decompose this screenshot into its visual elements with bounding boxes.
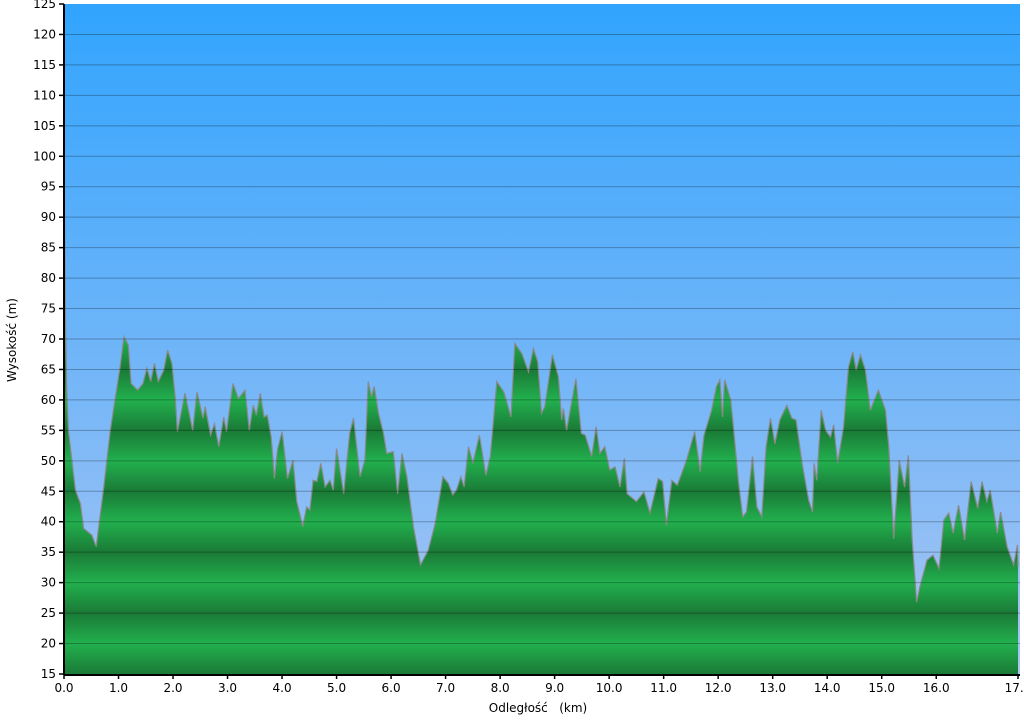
x-tick-label: 1.0 xyxy=(109,681,128,695)
y-tick-label: 120 xyxy=(33,27,56,41)
y-tick-label: 110 xyxy=(33,88,56,102)
x-tick-label: 3.0 xyxy=(218,681,237,695)
x-tick-label: 5.0 xyxy=(327,681,346,695)
x-tick-label: 6.0 xyxy=(382,681,401,695)
x-tick-label: 14.0 xyxy=(814,681,841,695)
x-axis-title: Odległość (km) xyxy=(489,701,587,715)
elevation-area xyxy=(64,58,1018,675)
x-tick-label: 13.0 xyxy=(759,681,786,695)
y-tick-label: 60 xyxy=(41,393,56,407)
y-tick-label: 90 xyxy=(41,210,56,224)
y-tick-label: 20 xyxy=(41,637,56,651)
y-tick-label: 75 xyxy=(41,302,56,316)
y-tick-label: 45 xyxy=(41,484,56,498)
y-tick-label: 95 xyxy=(41,180,56,194)
elevation-line xyxy=(63,58,1019,603)
y-tick-label: 100 xyxy=(33,149,56,163)
y-tick-label: 125 xyxy=(33,0,56,11)
y-tick-label: 85 xyxy=(41,241,56,255)
y-tick-label: 30 xyxy=(41,576,56,590)
y-tick-label: 55 xyxy=(41,423,56,437)
x-tick-label: 9.0 xyxy=(545,681,564,695)
y-tick-label: 70 xyxy=(41,332,56,346)
y-tick-label: 40 xyxy=(41,515,56,529)
y-tick-label: 15 xyxy=(41,667,56,681)
x-tick-label: 7.0 xyxy=(436,681,455,695)
x-tick-label: 2.0 xyxy=(163,681,182,695)
y-tick-label: 65 xyxy=(41,362,56,376)
x-tick-label: 12.0 xyxy=(705,681,732,695)
x-tick-label: 16.0 xyxy=(923,681,950,695)
y-tick-label: 50 xyxy=(41,454,56,468)
x-tick-label: 0.0 xyxy=(54,681,73,695)
x-tick-label: 8.0 xyxy=(491,681,510,695)
x-tick-label: 4.0 xyxy=(273,681,292,695)
x-tick-label: 11.0 xyxy=(650,681,677,695)
x-tick-label: 10.0 xyxy=(596,681,623,695)
x-tick-label: 15.0 xyxy=(868,681,895,695)
y-tick-label: 25 xyxy=(41,606,56,620)
y-tick-label: 115 xyxy=(33,58,56,72)
y-axis-title: Wysokość (m) xyxy=(5,298,19,382)
y-tick-label: 35 xyxy=(41,545,56,559)
y-tick-label: 80 xyxy=(41,271,56,285)
x-tick-label: 17.5 xyxy=(1005,681,1024,695)
y-tick-label: 105 xyxy=(33,119,56,133)
